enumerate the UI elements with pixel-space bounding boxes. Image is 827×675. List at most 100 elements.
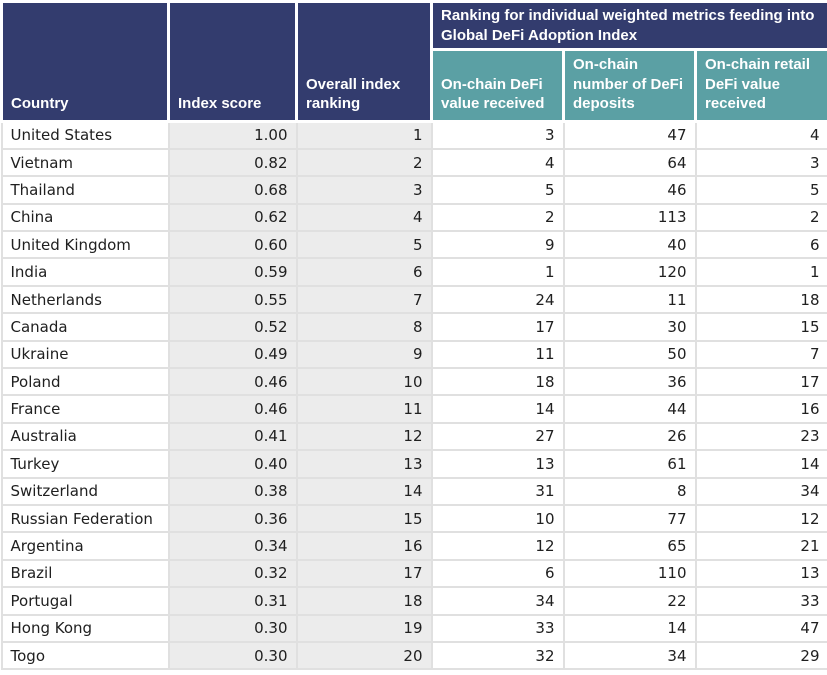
defi-deposits-rank-cell: 64 (562, 147, 697, 178)
country-cell: Argentina (0, 531, 170, 561)
country-cell: Ukraine (0, 339, 170, 370)
defi-deposits-rank-cell: 46 (562, 175, 697, 205)
index-score-cell: 0.62 (167, 202, 298, 233)
overall-ranking-cell: 3 (295, 175, 433, 205)
retail-value-rank-cell: 29 (694, 640, 827, 671)
defi-value-rank-cell: 10 (430, 503, 565, 534)
defi-deposits-rank-cell: 110 (562, 558, 697, 589)
table-row: United States 1.00 1 3 47 4 (0, 120, 827, 150)
table-row: Portugal 0.31 18 34 22 33 (0, 586, 827, 616)
table-body: United States 1.00 1 3 47 4 Vietnam 0.82 2 4 64 3 Th… (0, 120, 827, 671)
defi-deposits-rank-cell: 36 (562, 367, 697, 397)
country-cell: France (0, 394, 170, 424)
country-cell: Netherlands (0, 284, 170, 315)
table-row: Netherlands 0.55 7 24 11 18 (0, 284, 827, 315)
defi-deposits-rank-cell: 44 (562, 394, 697, 424)
defi-value-rank-cell: 14 (430, 394, 565, 424)
defi-value-rank-cell: 34 (430, 586, 565, 616)
country-cell: Russian Federation (0, 503, 170, 534)
table-row: India 0.59 6 1 120 1 (0, 257, 827, 287)
column-header-index-score: Index score (167, 0, 298, 123)
retail-value-rank-cell: 15 (694, 312, 827, 342)
defi-deposits-rank-cell: 34 (562, 640, 697, 671)
defi-value-rank-cell: 27 (430, 421, 565, 452)
defi-value-rank-cell: 24 (430, 284, 565, 315)
retail-value-rank-cell: 34 (694, 476, 827, 506)
defi-deposits-rank-cell: 120 (562, 257, 697, 287)
overall-ranking-cell: 17 (295, 558, 433, 589)
overall-ranking-cell: 20 (295, 640, 433, 671)
defi-value-rank-cell: 3 (430, 120, 565, 150)
index-score-cell: 0.55 (167, 284, 298, 315)
defi-deposits-rank-cell: 47 (562, 120, 697, 150)
overall-ranking-cell: 16 (295, 531, 433, 561)
defi-value-rank-cell: 31 (430, 476, 565, 506)
defi-value-rank-cell: 9 (430, 230, 565, 260)
defi-value-rank-cell: 4 (430, 147, 565, 178)
defi-deposits-rank-cell: 22 (562, 586, 697, 616)
defi-value-rank-cell: 33 (430, 613, 565, 643)
overall-ranking-cell: 9 (295, 339, 433, 370)
country-cell: United Kingdom (0, 230, 170, 260)
column-header-onchain-number-defi-deposits: On-chain number of DeFi deposits (562, 48, 697, 123)
retail-value-rank-cell: 17 (694, 367, 827, 397)
overall-ranking-cell: 13 (295, 449, 433, 479)
country-cell: Turkey (0, 449, 170, 479)
index-score-cell: 0.46 (167, 367, 298, 397)
defi-deposits-rank-cell: 8 (562, 476, 697, 506)
retail-value-rank-cell: 16 (694, 394, 827, 424)
header-group-row: Country Index score Overall index rankin… (0, 0, 827, 123)
table-header: Country Index score Overall index rankin… (0, 0, 827, 123)
index-score-cell: 0.32 (167, 558, 298, 589)
country-cell: United States (0, 120, 170, 150)
retail-value-rank-cell: 23 (694, 421, 827, 452)
defi-deposits-rank-cell: 65 (562, 531, 697, 561)
index-score-cell: 0.49 (167, 339, 298, 370)
table-row: Brazil 0.32 17 6 110 13 (0, 558, 827, 589)
index-score-cell: 0.30 (167, 640, 298, 671)
table-row: Australia 0.41 12 27 26 23 (0, 421, 827, 452)
overall-ranking-cell: 6 (295, 257, 433, 287)
retail-value-rank-cell: 5 (694, 175, 827, 205)
defi-deposits-rank-cell: 26 (562, 421, 697, 452)
defi-deposits-rank-cell: 30 (562, 312, 697, 342)
index-score-cell: 0.82 (167, 147, 298, 178)
retail-value-rank-cell: 18 (694, 284, 827, 315)
defi-deposits-rank-cell: 113 (562, 202, 697, 233)
index-score-cell: 0.30 (167, 613, 298, 643)
index-score-cell: 1.00 (167, 120, 298, 150)
country-cell: Canada (0, 312, 170, 342)
index-score-cell: 0.38 (167, 476, 298, 506)
column-header-onchain-defi-value-received: On-chain DeFi value received (430, 48, 565, 123)
retail-value-rank-cell: 6 (694, 230, 827, 260)
country-cell: Australia (0, 421, 170, 452)
country-cell: India (0, 257, 170, 287)
defi-deposits-rank-cell: 61 (562, 449, 697, 479)
retail-value-rank-cell: 12 (694, 503, 827, 534)
country-cell: Poland (0, 367, 170, 397)
defi-value-rank-cell: 12 (430, 531, 565, 561)
defi-value-rank-cell: 11 (430, 339, 565, 370)
index-score-cell: 0.46 (167, 394, 298, 424)
overall-ranking-cell: 14 (295, 476, 433, 506)
retail-value-rank-cell: 7 (694, 339, 827, 370)
overall-ranking-cell: 10 (295, 367, 433, 397)
country-cell: Hong Kong (0, 613, 170, 643)
table-row: Argentina 0.34 16 12 65 21 (0, 531, 827, 561)
defi-value-rank-cell: 18 (430, 367, 565, 397)
retail-value-rank-cell: 14 (694, 449, 827, 479)
table-row: Poland 0.46 10 18 36 17 (0, 367, 827, 397)
retail-value-rank-cell: 21 (694, 531, 827, 561)
table-row: Thailand 0.68 3 5 46 5 (0, 175, 827, 205)
country-cell: China (0, 202, 170, 233)
column-header-onchain-retail-defi-value-received: On-chain retail DeFi value received (694, 48, 827, 123)
overall-ranking-cell: 2 (295, 147, 433, 178)
table-row: Russian Federation 0.36 15 10 77 12 (0, 503, 827, 534)
country-cell: Portugal (0, 586, 170, 616)
country-cell: Vietnam (0, 147, 170, 178)
index-score-cell: 0.34 (167, 531, 298, 561)
defi-deposits-rank-cell: 40 (562, 230, 697, 260)
index-score-cell: 0.52 (167, 312, 298, 342)
overall-ranking-cell: 18 (295, 586, 433, 616)
